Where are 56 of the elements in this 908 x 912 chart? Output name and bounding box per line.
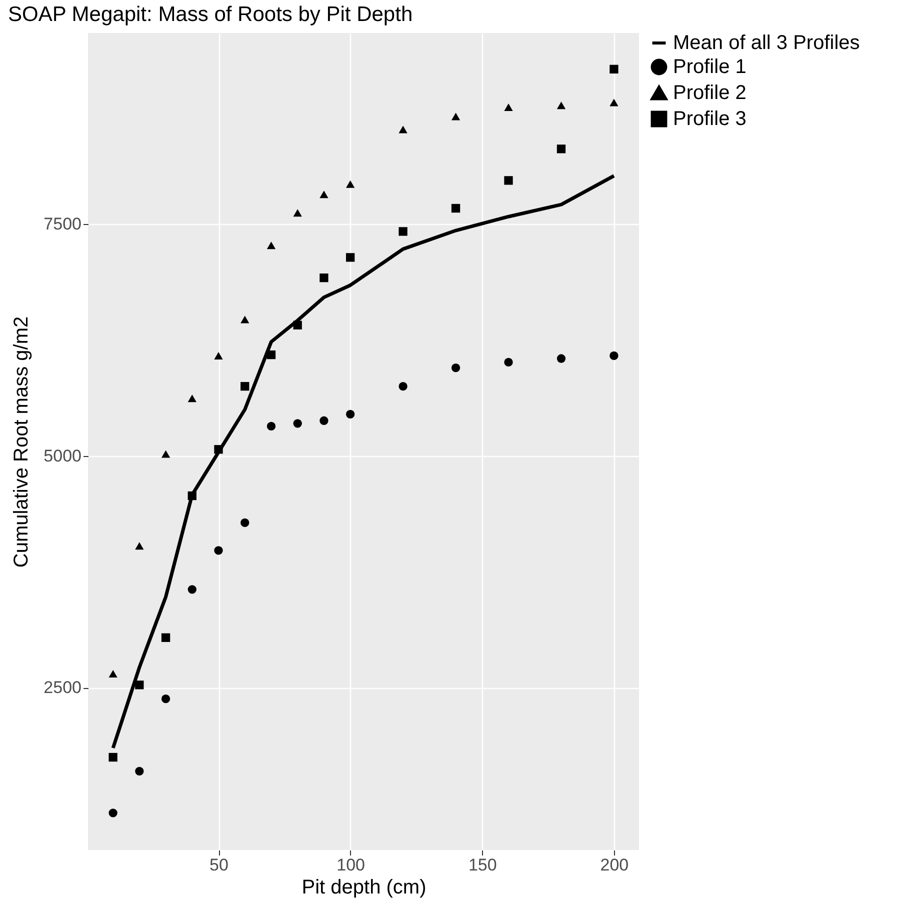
x-tick-label: 100 xyxy=(336,856,366,874)
y-axis-title: Cumulative Root mass g/m2 xyxy=(10,316,33,568)
point xyxy=(346,253,355,262)
point xyxy=(266,422,276,431)
point xyxy=(556,102,566,110)
point xyxy=(504,103,513,111)
point xyxy=(346,180,355,188)
x-axis-title: Pit depth (cm) xyxy=(302,876,426,898)
x-tick-label: 200 xyxy=(600,856,629,874)
chart-title: SOAP Megapit: Mass of Roots by Pit Depth xyxy=(8,3,413,26)
point xyxy=(161,633,170,642)
y-tick-label: 2500 xyxy=(44,678,82,698)
point xyxy=(161,450,170,458)
point xyxy=(556,354,566,363)
point xyxy=(451,204,460,213)
x-tick-label: 50 xyxy=(210,856,228,874)
point xyxy=(451,112,460,120)
y-tick-label: 7500 xyxy=(44,214,82,234)
point xyxy=(610,64,618,74)
point xyxy=(320,416,328,425)
point xyxy=(214,546,223,555)
point xyxy=(108,752,118,762)
legend-label: Profile 3 xyxy=(673,108,746,130)
point xyxy=(135,766,144,776)
point xyxy=(135,542,144,550)
point xyxy=(610,351,618,360)
point xyxy=(161,694,170,704)
point xyxy=(504,358,513,367)
point xyxy=(188,585,196,594)
legend-label: Profile 2 xyxy=(673,82,746,104)
point xyxy=(504,176,513,185)
point xyxy=(240,382,250,391)
legend-label: Mean of all 3 Profiles xyxy=(673,32,860,54)
legend-label: Profile 1 xyxy=(673,56,746,78)
point xyxy=(108,808,118,818)
point xyxy=(398,227,408,236)
point xyxy=(240,316,250,324)
point xyxy=(398,382,408,391)
point xyxy=(320,190,328,198)
point xyxy=(610,98,618,106)
point xyxy=(214,352,223,360)
x-tick-label: 150 xyxy=(468,856,497,874)
point xyxy=(135,680,144,690)
point xyxy=(240,518,250,527)
point xyxy=(451,363,460,372)
y-tick-label: 5000 xyxy=(44,446,82,466)
point xyxy=(556,144,566,154)
point xyxy=(293,209,302,217)
point xyxy=(188,394,196,402)
point xyxy=(346,410,355,418)
point xyxy=(320,273,328,282)
point xyxy=(108,670,118,678)
point xyxy=(266,242,276,250)
point xyxy=(398,126,408,134)
line-series xyxy=(111,174,616,750)
point xyxy=(293,419,302,428)
